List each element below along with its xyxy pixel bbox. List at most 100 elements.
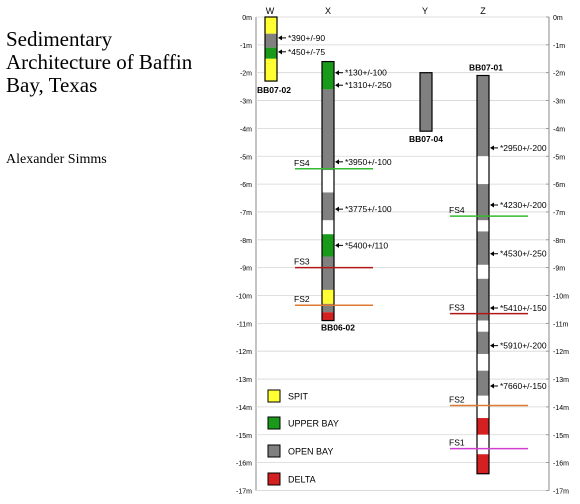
core-segment-gap	[477, 395, 489, 419]
core-segment-open-bay	[477, 184, 489, 221]
radiocarbon-date-label: *4530+/-250	[500, 249, 547, 259]
core-segment-open-bay	[265, 33, 277, 48]
core-segment-gap	[477, 264, 489, 279]
core-segment-open-bay	[477, 331, 489, 354]
date-arrow-icon	[490, 305, 494, 311]
core-segment-gap	[477, 353, 489, 371]
core-segment-open-bay	[322, 192, 334, 221]
date-arrow-icon	[335, 70, 339, 76]
core-segment-gap	[477, 156, 489, 185]
core-segment-delta	[477, 454, 489, 474]
core-segment-open-bay	[477, 370, 489, 396]
radiocarbon-date-label: *4230+/-200	[500, 200, 547, 210]
radiocarbon-date-label: *3775+/-100	[345, 204, 392, 214]
radiocarbon-date-label: *7660+/-150	[500, 381, 547, 391]
core-segment-upper-bay	[322, 61, 334, 90]
depth-label-right: -8m	[553, 238, 565, 245]
slide-title-line: Bay, Texas	[6, 73, 98, 97]
core-segment-spit	[322, 289, 334, 304]
depth-label-left: -3m	[240, 99, 252, 106]
column-header: Y	[422, 6, 428, 16]
flooding-surface-label: FS1	[449, 438, 465, 448]
radiocarbon-date-label: *2950+/-200	[500, 143, 547, 153]
flooding-surface-label: FS2	[294, 294, 310, 304]
core-segment-open-bay	[322, 89, 334, 171]
slide-title-line: Architecture of Baffin	[6, 50, 193, 74]
depth-label-right: -14m	[553, 405, 569, 412]
legend-swatch-spit	[267, 389, 281, 403]
depth-label-right: -3m	[553, 99, 565, 106]
date-arrow-icon	[278, 49, 282, 55]
flooding-surface-label: FS2	[449, 395, 465, 405]
legend-swatch-upper-bay	[267, 416, 281, 430]
flooding-surface-label: FS4	[449, 205, 465, 215]
slide-title-line: Sedimentary	[6, 27, 113, 51]
core-name-label: BB06-02	[321, 323, 355, 333]
depth-label-left: 0m	[242, 15, 252, 22]
radiocarbon-date-label: *3950+/-100	[345, 157, 392, 167]
core-outline	[321, 60, 335, 322]
depth-label-left: -12m	[236, 349, 252, 356]
core-segment-delta	[477, 418, 489, 435]
date-arrow-icon	[490, 202, 494, 208]
core-segment-gap	[477, 320, 489, 332]
radiocarbon-date-label: *5410+/-150	[500, 303, 547, 313]
depth-label-right: -9m	[553, 266, 565, 273]
radiocarbon-date-label: *5400+/110	[345, 240, 388, 250]
core-segment-gap	[477, 220, 489, 232]
radiocarbon-date-label: *450+/-75	[288, 47, 325, 57]
column-header: Z	[480, 6, 486, 16]
depth-label-right: -4m	[553, 126, 565, 133]
depth-label-right: -16m	[553, 461, 569, 468]
core-segment-upper-bay	[322, 234, 334, 257]
core-segment-gap	[322, 220, 334, 235]
core-outline	[264, 16, 278, 82]
core-name-label: BB07-01	[469, 62, 503, 72]
depth-label-left: -10m	[236, 294, 252, 301]
depth-label-right: -2m	[553, 71, 565, 78]
depth-label-right: -12m	[553, 349, 569, 356]
depth-label-right: -13m	[553, 377, 569, 384]
core-segment-open-bay	[477, 278, 489, 321]
depth-label-right: -17m	[553, 488, 569, 495]
depth-label-left: -7m	[240, 210, 252, 217]
depth-label-right: -5m	[553, 154, 565, 161]
core-segment-upper-bay	[265, 47, 277, 59]
core-segment-open-bay	[477, 231, 489, 265]
depth-label-right: -11m	[553, 321, 569, 328]
depth-label-left: -17m	[236, 488, 252, 495]
date-arrow-icon	[335, 159, 339, 165]
radiocarbon-date-label: *1310+/-250	[345, 80, 392, 90]
depth-label-right: 0m	[553, 15, 563, 22]
depth-label-left: -1m	[240, 43, 252, 50]
depth-label-left: -14m	[236, 405, 252, 412]
radiocarbon-date-label: *130+/-100	[345, 68, 387, 78]
radiocarbon-date-label: *390+/-90	[288, 33, 325, 43]
radiocarbon-date-label: *5910+/-200	[500, 341, 547, 351]
slide-title: Sedimentary Architecture of Baffin Bay, …	[6, 28, 206, 97]
column-header: X	[325, 6, 331, 16]
core-outline	[419, 72, 433, 132]
core-segment-spit	[265, 58, 277, 82]
date-arrow-icon	[490, 251, 494, 257]
depth-label-left: -2m	[240, 71, 252, 78]
depth-label-left: -8m	[240, 238, 252, 245]
depth-label-left: -13m	[236, 377, 252, 384]
depth-label-left: -5m	[240, 154, 252, 161]
legend-label: UPPER BAY	[288, 419, 339, 429]
author-name: Alexander Simms	[6, 152, 107, 167]
depth-label-left: -6m	[240, 182, 252, 189]
core-segment-delta	[322, 312, 334, 321]
date-arrow-icon	[335, 206, 339, 212]
depth-label-right: -6m	[553, 182, 565, 189]
core-segment-open-bay	[477, 75, 489, 157]
legend-label: DELTA	[288, 475, 316, 485]
flooding-surface-label: FS4	[294, 158, 310, 168]
depth-label-left: -11m	[237, 321, 253, 328]
core-segment-open-bay	[322, 303, 334, 313]
core-segment-gap	[477, 434, 489, 455]
date-arrow-icon	[278, 35, 282, 41]
flooding-surface-label: FS3	[449, 303, 465, 313]
column-header: W	[266, 6, 275, 16]
